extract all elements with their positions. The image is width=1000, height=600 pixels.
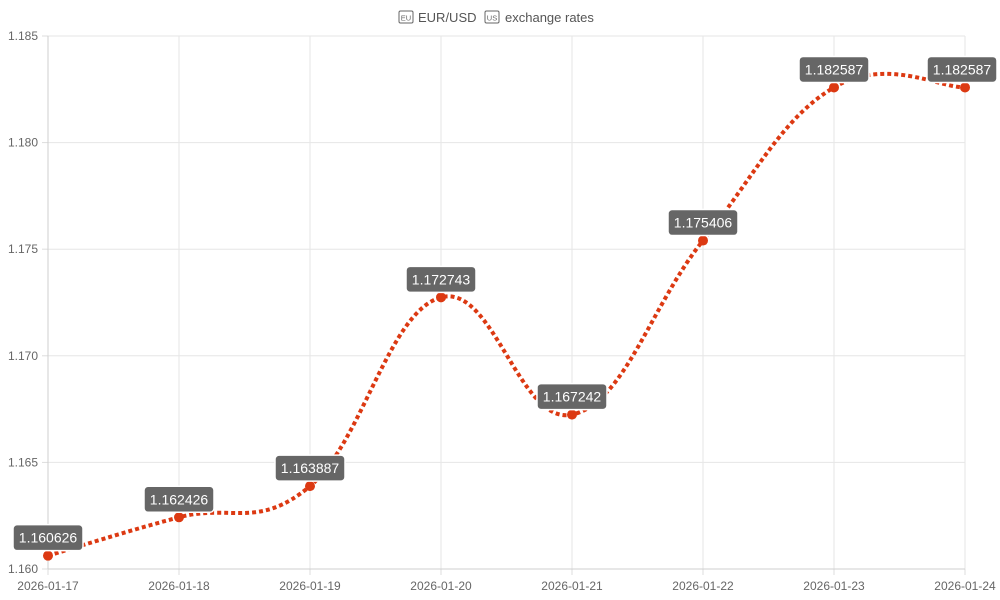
data-label: 1.163887 xyxy=(274,454,346,482)
svg-text:US: US xyxy=(487,14,497,23)
data-point[interactable] xyxy=(829,82,839,93)
data-label: 1.167242 xyxy=(536,382,608,411)
x-tick-label: 2026-01-18 xyxy=(148,579,210,593)
y-tick-label: 1.160 xyxy=(8,562,38,576)
data-label-text: 1.182587 xyxy=(933,61,992,77)
data-label-text: 1.182587 xyxy=(805,61,864,77)
data-point[interactable] xyxy=(567,409,577,420)
x-tick-label: 2026-01-17 xyxy=(17,579,79,593)
y-tick-label: 1.170 xyxy=(8,349,38,363)
series xyxy=(47,71,966,558)
data-label-box xyxy=(12,523,84,552)
data-label-text: 1.163887 xyxy=(281,460,340,476)
axes: 1.160 1.165 1.170 1.175 1.180 1.185 2026-01-17… xyxy=(8,29,996,593)
data-label: 1.182587 xyxy=(926,55,998,84)
data-label: 1.162426 xyxy=(143,485,215,514)
data-labels: 1.160626 1.162426 1.163887 1.172743 1.167242… xyxy=(12,55,998,552)
data-label-box xyxy=(143,485,215,514)
data-point[interactable] xyxy=(305,481,315,492)
data-label-box xyxy=(536,382,608,411)
data-label: 1.182587 xyxy=(798,55,870,84)
data-label: 1.160626 xyxy=(12,523,84,552)
data-label-box xyxy=(405,265,477,294)
x-tick-label: 2026-01-23 xyxy=(803,579,865,593)
x-tick-label: 2026-01-20 xyxy=(410,579,472,593)
title-part2: exchange rates xyxy=(505,10,594,25)
data-point[interactable] xyxy=(960,82,970,93)
data-label-box xyxy=(667,208,739,237)
data-point[interactable] xyxy=(174,512,184,523)
y-tick-label: 1.185 xyxy=(8,29,38,43)
data-label-box xyxy=(798,55,870,84)
us-flag-icon: US xyxy=(484,10,500,24)
y-tick-label: 1.165 xyxy=(8,455,38,469)
data-label-text: 1.160626 xyxy=(19,530,78,546)
data-point[interactable] xyxy=(698,235,708,246)
series-line xyxy=(47,71,966,558)
data-point[interactable] xyxy=(436,292,446,303)
chart-title: EU EUR/USD US exchange rates xyxy=(398,10,594,25)
eu-flag-icon: EU xyxy=(398,10,414,24)
data-label-text: 1.167242 xyxy=(543,389,602,405)
x-tick-label: 2026-01-24 xyxy=(934,579,996,593)
data-label: 1.175406 xyxy=(667,208,739,237)
grid xyxy=(47,35,966,570)
data-label: 1.172743 xyxy=(405,265,477,294)
y-tick-label: 1.180 xyxy=(8,136,38,150)
y-tick-label: 1.175 xyxy=(8,242,38,256)
x-tick-label: 2026-01-19 xyxy=(279,579,341,593)
svg-text:EU: EU xyxy=(401,14,411,23)
x-tick-label: 2026-01-21 xyxy=(541,579,603,593)
data-label-text: 1.175406 xyxy=(674,215,733,231)
data-point[interactable] xyxy=(43,550,53,561)
x-tick-label: 2026-01-22 xyxy=(672,579,734,593)
data-label-text: 1.172743 xyxy=(412,271,471,287)
data-label-box xyxy=(926,55,998,84)
data-label-box xyxy=(274,454,346,482)
points xyxy=(43,82,970,561)
data-label-text: 1.162426 xyxy=(150,491,209,507)
title-part1: EUR/USD xyxy=(418,10,477,25)
